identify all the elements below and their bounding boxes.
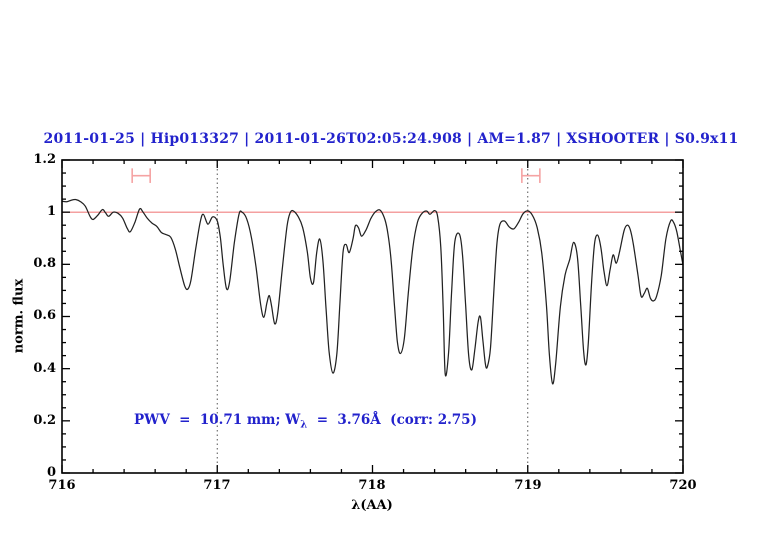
plot-frame [61, 159, 684, 474]
y-tick-label: 0.2 [33, 413, 56, 428]
y-tick-label: 0.4 [33, 361, 56, 376]
pwv-annotation-sub: λ [300, 419, 308, 431]
y-tick-label: 1 [46, 204, 56, 219]
y-tick-label: 0.8 [33, 256, 56, 271]
spectrum-line [61, 198, 684, 385]
plot-title: 2011-01-25 | Hip013327 | 2011-01-26T02:0… [43, 131, 739, 147]
x-tick-label: 717 [203, 478, 231, 493]
x-tick-label: 716 [48, 478, 76, 493]
y-tick-label: 1.2 [33, 152, 56, 167]
y-tick-label: 0 [46, 465, 56, 480]
x-tick-label: 720 [669, 478, 697, 493]
x-tick-label: 718 [358, 478, 386, 493]
pwv-annotation-post: = 3.76Å (corr: 2.75) [307, 412, 477, 428]
x-tick-label: 719 [514, 478, 542, 493]
pwv-annotation-pre: PWV = 10.71 mm; W [134, 412, 301, 428]
pwv-annotation: PWV = 10.71 mm; Wλ = 3.76Å (corr: 2.75) [134, 412, 477, 431]
x-axis-label: λ(AA) [351, 498, 393, 513]
y-tick-label: 0.6 [33, 308, 56, 323]
